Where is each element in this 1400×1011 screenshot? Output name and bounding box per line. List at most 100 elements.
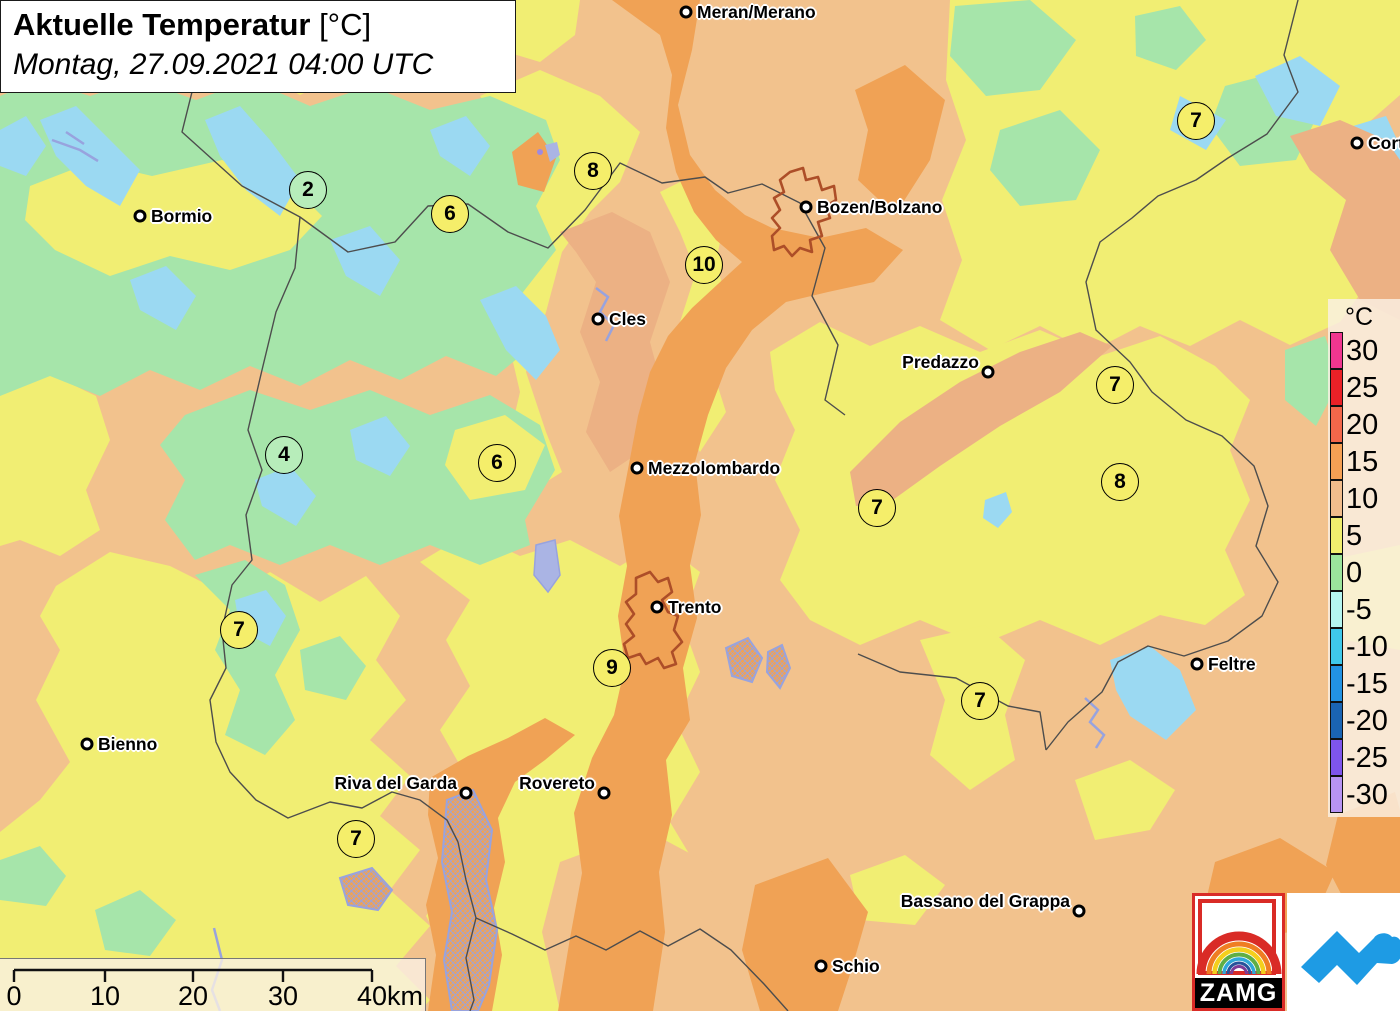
legend-value-label: -20 [1346,705,1388,737]
legend-value-label: 5 [1346,520,1363,552]
legend-value-label: 15 [1346,446,1379,478]
legend-color-swatch [1330,406,1343,443]
scale-bar-label: 30 [267,981,299,1011]
station-temperature-9: 7 [858,489,896,527]
title-unit: [°C] [310,7,372,42]
temperature-legend: °C 30 25 20 15 10 5 0 -5 -10 -15 -20 -25 -30 [1328,299,1400,817]
station-temperature-7: 4 [265,436,303,474]
city-label: Bormio [151,206,213,226]
scale-bar-label: 10 [89,981,121,1011]
legend-color-swatch [1330,665,1343,702]
legend-value-label: 30 [1346,335,1379,367]
station-temperature-2: 8 [574,152,612,190]
legend-entry: -20 [1330,702,1400,740]
city-label: Feltre [1208,654,1256,674]
legend-entry: 5 [1330,517,1400,555]
legend-entry: 10 [1330,480,1400,518]
legend-color-swatch [1330,776,1343,813]
legend-entry: 15 [1330,443,1400,481]
city-marker-icon [981,365,995,379]
legend-entry: 25 [1330,369,1400,407]
legend-entry: -30 [1330,776,1400,814]
city-marker-icon [133,209,147,223]
scale-bar-label: 20 [177,981,209,1011]
legend-value-label: -30 [1346,779,1388,811]
blue-mountain-logo [1287,893,1400,1011]
legend-value-label: -15 [1346,668,1388,700]
station-temperature-0: 2 [289,171,327,209]
station-temperature-5: 7 [1096,366,1134,404]
city-marker-icon [799,200,813,214]
city-marker-icon [1190,657,1204,671]
legend-entry: 30 [1330,332,1400,370]
zamg-logo: ZAMG [1192,893,1285,1011]
title-text: Aktuelle Temperatur [13,7,311,42]
station-temperature-12: 7 [961,682,999,720]
city-label: Schio [832,956,880,976]
scale-bar: 0 10 20 30 40km [0,958,426,1011]
legend-color-swatch [1330,332,1343,369]
station-temperature-10: 7 [220,611,258,649]
station-temperature-13: 7 [337,820,375,858]
city-marker-icon [679,5,693,19]
station-temperature-6: 8 [1101,463,1139,501]
legend-entry: -15 [1330,665,1400,703]
legend-value-label: 20 [1346,409,1379,441]
city-marker-icon [1072,904,1086,918]
city-label: Meran/Merano [697,2,816,22]
station-temperature-8: 6 [478,444,516,482]
city-marker-icon [80,737,94,751]
legend-value-label: 0 [1346,557,1363,589]
city-label: Rovereto [519,773,595,793]
legend-entry: 20 [1330,406,1400,444]
city-label: Riva del Garda [334,773,457,793]
legend-color-swatch [1330,591,1343,628]
legend-color-swatch [1330,554,1343,591]
map-title: Aktuelle Temperatur [°C] [13,5,503,45]
legend-color-scale: 30 25 20 15 10 5 0 -5 -10 -15 -20 -25 -30 [1328,332,1400,814]
legend-color-swatch [1330,369,1343,406]
city-marker-icon [650,600,664,614]
scale-bar-label: 40km [356,981,424,1011]
scale-bar-graphic [12,968,374,982]
city-label: Bienno [98,734,158,754]
city-marker-icon [459,786,473,800]
station-temperature-3: 10 [685,246,723,284]
legend-color-swatch [1330,702,1343,739]
map-datetime: Montag, 27.09.2021 04:00 UTC [13,48,434,81]
title-box: Aktuelle Temperatur [°C] Montag, 27.09.2… [0,0,516,93]
legend-unit-label: °C [1345,303,1374,331]
scale-bar-label: 0 [6,981,22,1011]
legend-color-swatch [1330,739,1343,776]
legend-value-label: 25 [1346,372,1379,404]
city-marker-icon [1350,136,1364,150]
city-marker-icon [591,312,605,326]
legend-value-label: -25 [1346,742,1388,774]
city-marker-icon [630,461,644,475]
city-label: Bassano del Grappa [900,891,1070,911]
city-label: Predazzo [902,352,979,372]
city-label: Cortina [1368,133,1400,153]
legend-entry: -25 [1330,739,1400,777]
city-marker-icon [597,786,611,800]
city-label: Trento [668,597,722,617]
legend-color-swatch [1330,443,1343,480]
legend-color-swatch [1330,480,1343,517]
station-temperature-11: 9 [593,649,631,687]
legend-value-label: 10 [1346,483,1379,515]
city-marker-icon [814,959,828,973]
legend-color-swatch [1330,628,1343,665]
legend-entry: -10 [1330,628,1400,666]
city-boundaries [622,166,838,670]
station-temperature-1: 6 [431,195,469,233]
lakes-rivers [51,130,1106,1011]
legend-entry: 0 [1330,554,1400,592]
city-label: Cles [609,309,646,329]
legend-value-label: -5 [1346,594,1372,626]
city-label: Bozen/Bolzano [817,197,943,217]
zamg-logo-text: ZAMG [1200,979,1278,1007]
legend-color-swatch [1330,517,1343,554]
legend-entry: -5 [1330,591,1400,629]
